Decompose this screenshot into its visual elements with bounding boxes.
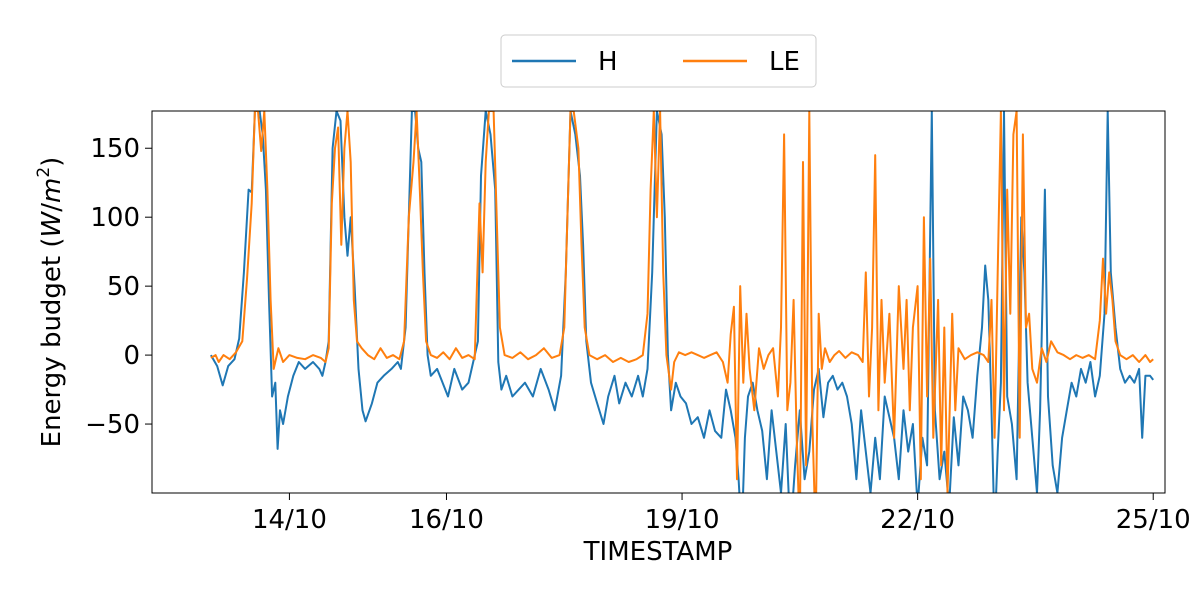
y-axis: −50 0 50 100 150: [85, 134, 152, 440]
y-axis-title-unit-w: W: [37, 210, 67, 237]
series-line-le: [210, 111, 1154, 493]
x-axis-title: TIMESTAMP: [583, 537, 733, 567]
plot-frame: [151, 110, 1166, 494]
y-axis-title-unit-slash: /: [37, 203, 67, 212]
legend: H LE: [500, 34, 817, 88]
legend-label-h: H: [598, 47, 618, 77]
y-tick-label: 0: [123, 341, 140, 371]
x-tick-label: 14/10: [252, 505, 327, 535]
x-tick-label: 25/10: [1116, 505, 1191, 535]
y-axis-title-unit-m: m: [37, 178, 67, 203]
x-tick-label: 19/10: [645, 505, 720, 535]
y-axis-title-unit-exp: 2: [34, 167, 54, 178]
y-axis-title-text: Energy budget (: [37, 237, 67, 447]
legend-box: [500, 34, 817, 88]
y-axis-title: Energy budget (W/m2): [34, 157, 67, 448]
y-tick-label: −50: [85, 410, 140, 440]
y-tick-label: 100: [90, 203, 140, 233]
legend-label-le: LE: [769, 47, 800, 77]
y-tick-label: 150: [90, 134, 140, 164]
y-tick-label: 50: [107, 272, 140, 302]
x-tick-label: 16/10: [409, 505, 484, 535]
x-axis: 14/10 16/10 19/10 22/10 25/10: [252, 493, 1191, 535]
y-axis-title-close: ): [37, 157, 67, 167]
x-tick-label: 22/10: [880, 505, 955, 535]
